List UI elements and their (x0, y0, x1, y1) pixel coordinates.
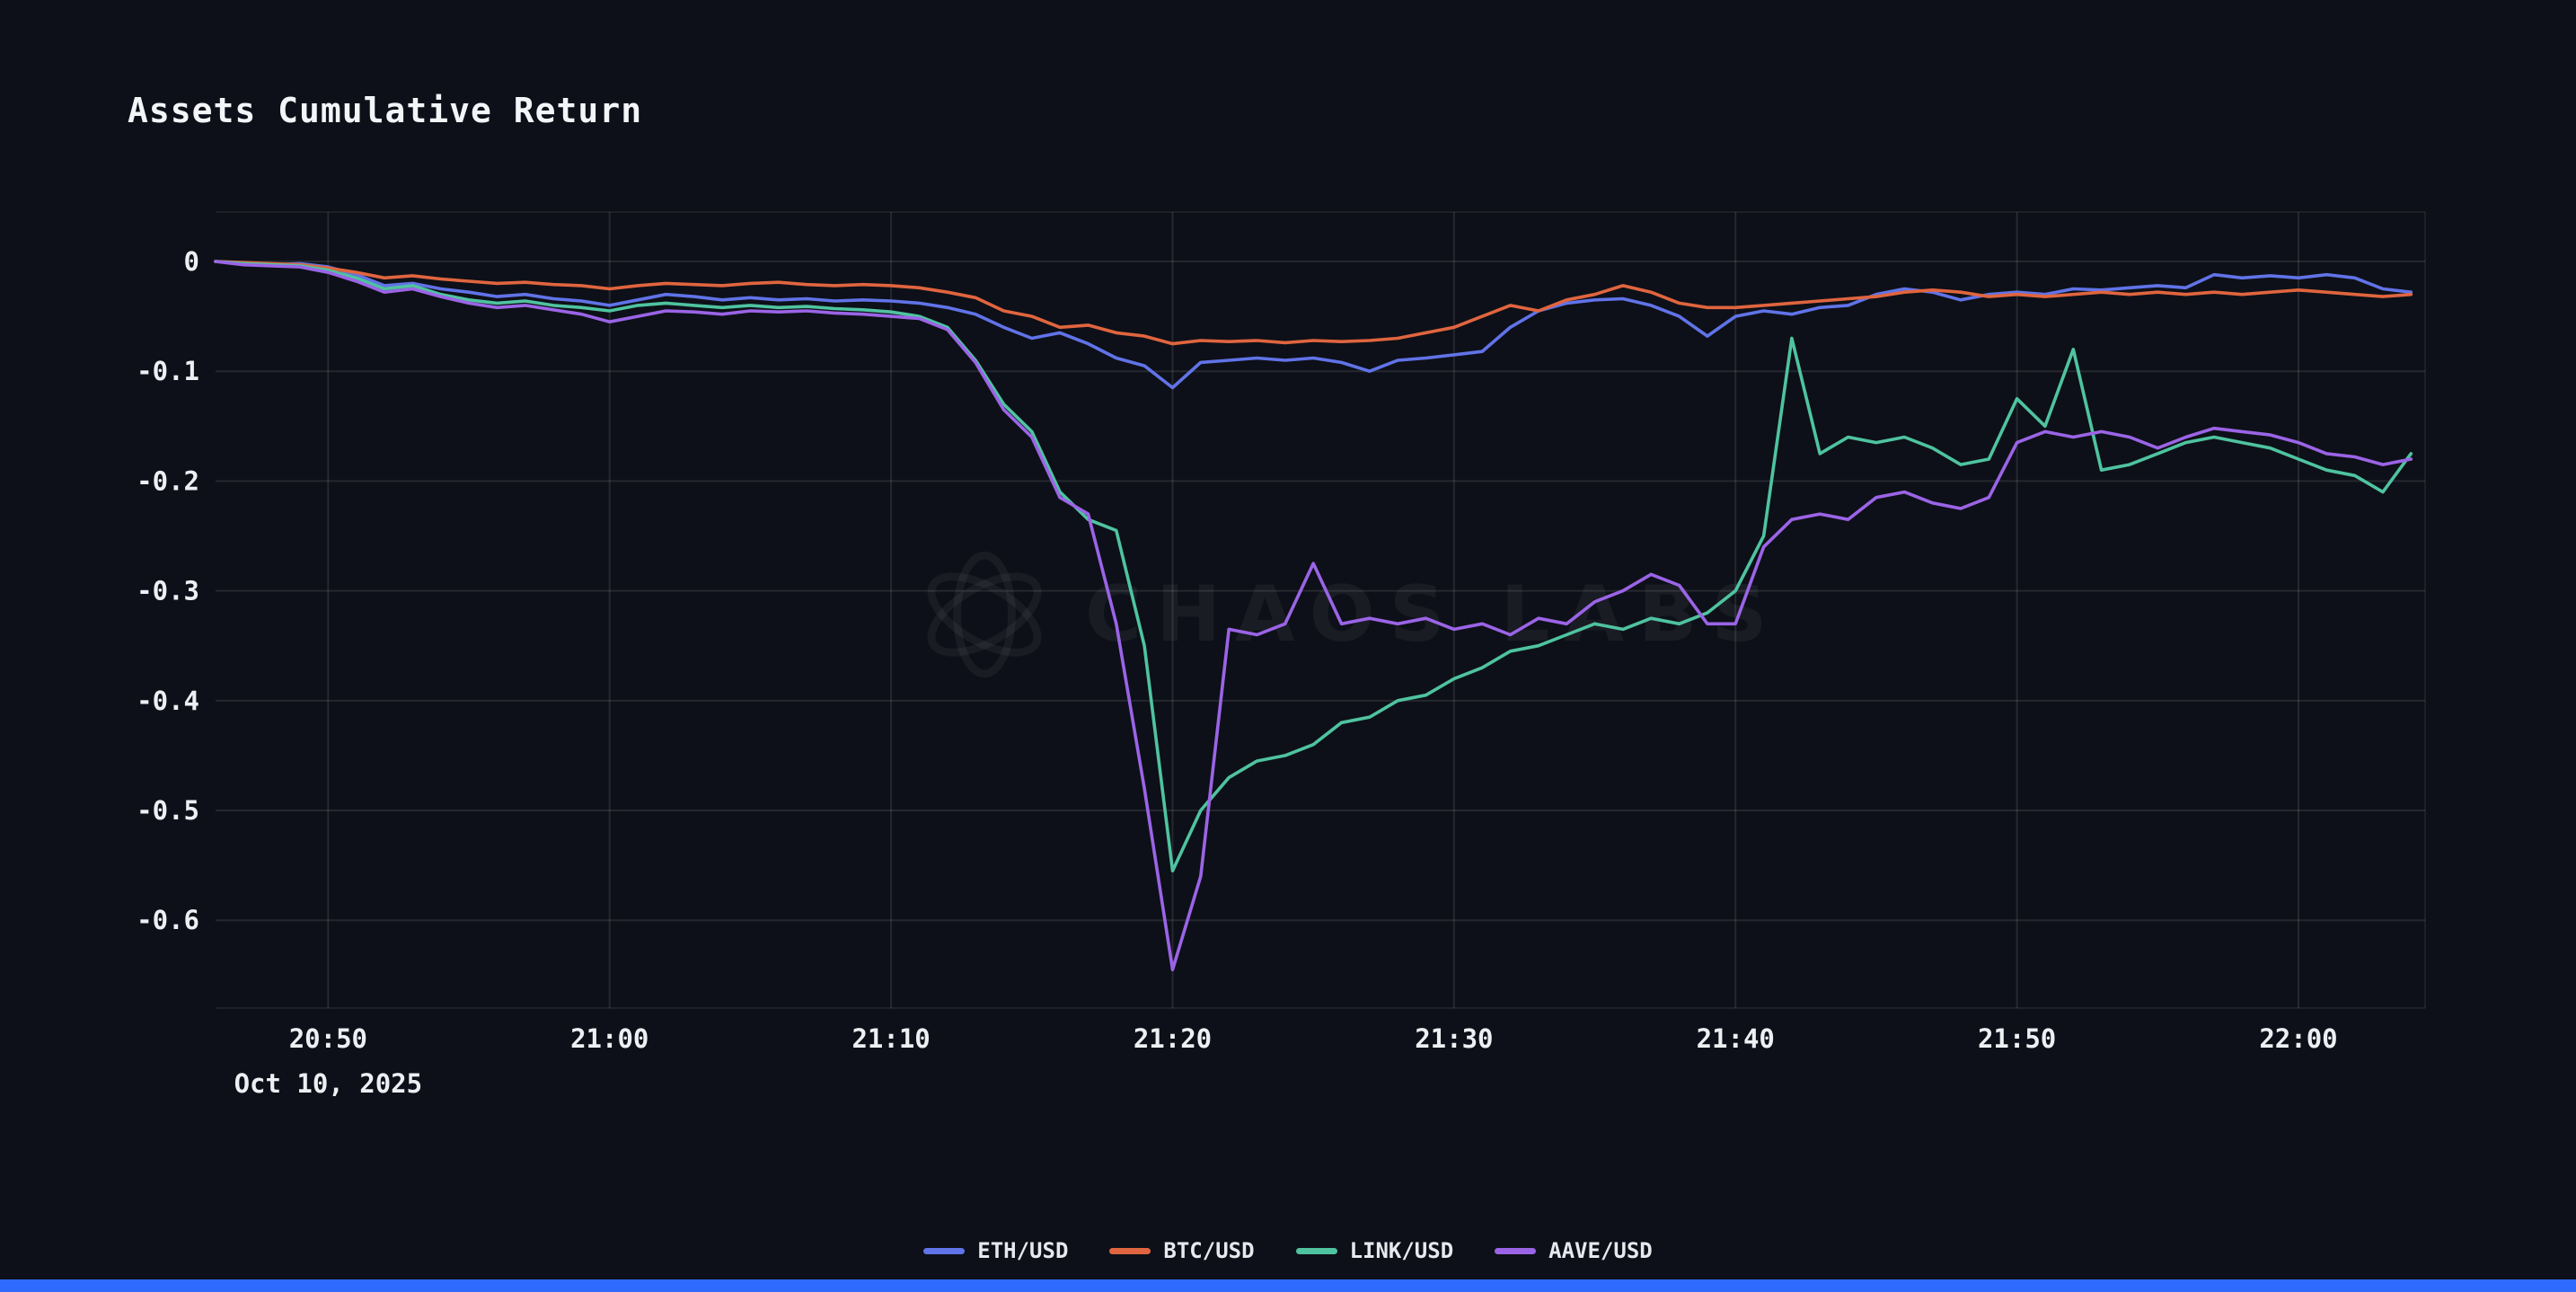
y-tick-label: -0.3 (137, 576, 199, 606)
legend-swatch-aave (1495, 1247, 1537, 1254)
x-tick-label: 21:10 (851, 1023, 930, 1054)
x-tick-label: 22:00 (2259, 1023, 2337, 1054)
x-tick-label: 21:40 (1697, 1023, 1775, 1054)
series-line-eth-usd (214, 260, 2413, 390)
series-line-aave-usd (214, 260, 2413, 971)
legend-item-link-usd[interactable]: LINK/USD (1295, 1238, 1454, 1263)
legend-item-btc-usd[interactable]: BTC/USD (1109, 1238, 1255, 1263)
legend-swatch-btc (1109, 1247, 1151, 1254)
series-line-btc-usd (214, 260, 2413, 346)
legend-label: AAVE/USD (1548, 1238, 1653, 1263)
chart-title: Assets Cumulative Return (128, 91, 643, 131)
y-tick-label: -0.2 (137, 465, 199, 496)
y-tick-label: -0.5 (137, 795, 199, 826)
bottom-accent-bar (0, 1279, 2576, 1292)
y-tick-label: -0.1 (137, 356, 199, 386)
legend-item-aave-usd[interactable]: AAVE/USD (1495, 1238, 1653, 1263)
legend-item-eth-usd[interactable]: ETH/USD (923, 1238, 1068, 1263)
x-tick-label: 21:20 (1134, 1023, 1212, 1054)
series-line-link-usd (214, 260, 2413, 873)
x-tick-label: 21:50 (1978, 1023, 2056, 1054)
legend-label: BTC/USD (1163, 1238, 1255, 1263)
legend: ETH/USD BTC/USD LINK/USD AAVE/USD (0, 1238, 2576, 1263)
legend-swatch-eth (923, 1247, 966, 1254)
y-tick-label: -0.6 (137, 905, 199, 935)
legend-label: ETH/USD (977, 1238, 1069, 1263)
x-tick-label: 20:50 (289, 1023, 367, 1054)
x-tick-label: 21:00 (570, 1023, 648, 1054)
legend-label: LINK/USD (1349, 1238, 1454, 1263)
x-tick-label: 21:30 (1415, 1023, 1493, 1054)
x-axis-date-label: Oct 10, 2025 (234, 1068, 423, 1099)
legend-swatch-link (1295, 1247, 1337, 1254)
y-tick-label: -0.4 (137, 686, 199, 716)
y-tick-label: 0 (184, 246, 199, 277)
